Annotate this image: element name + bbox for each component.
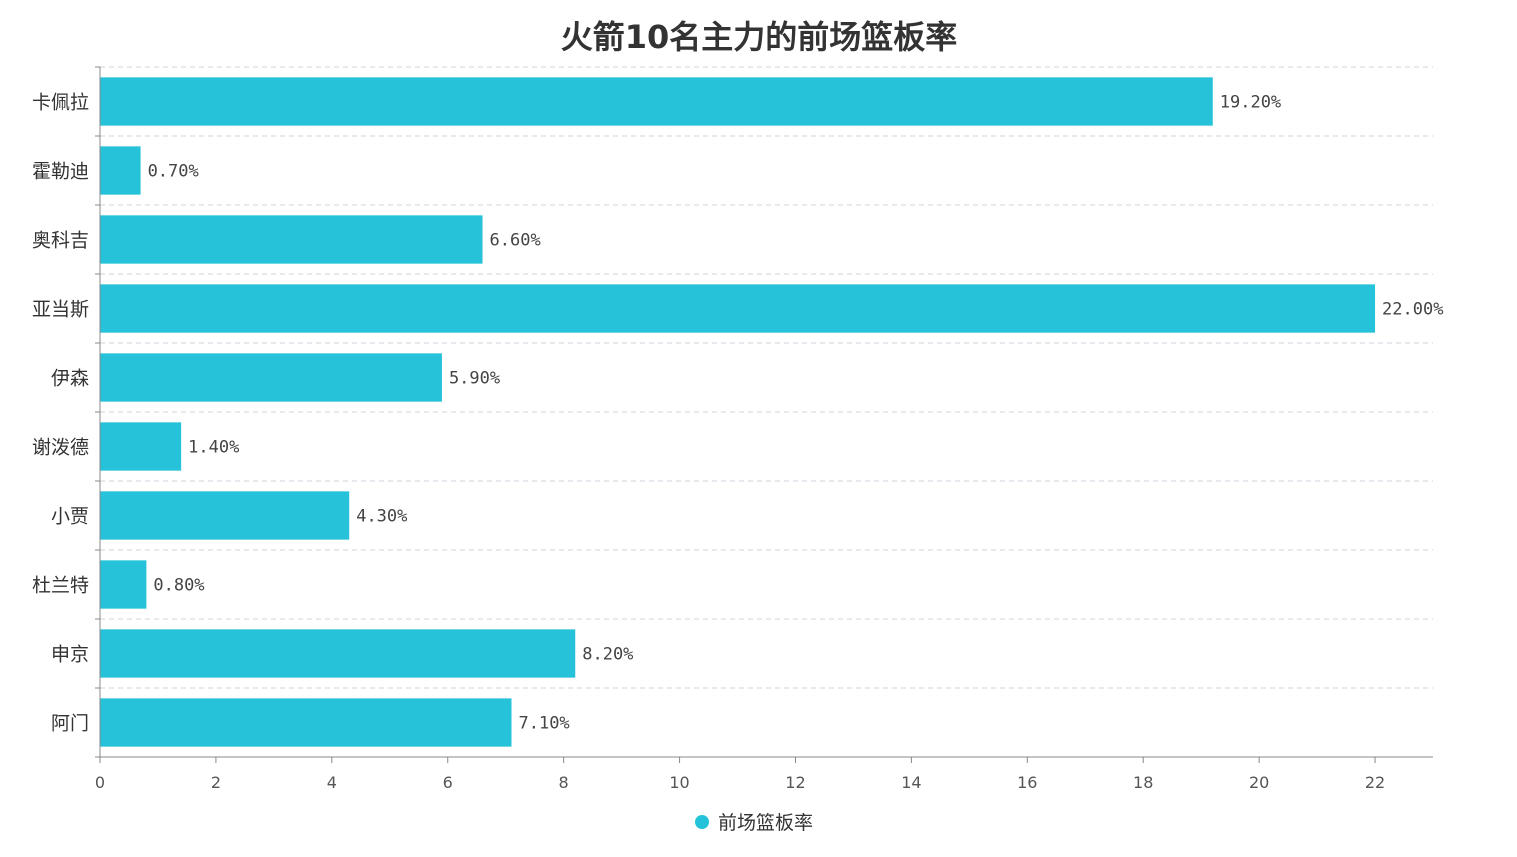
x-tick-label: 2	[211, 773, 221, 792]
category-label: 阿门	[51, 713, 89, 735]
x-tick-label: 18	[1133, 773, 1153, 792]
bar[interactable]	[100, 284, 1376, 333]
category-label: 小贾	[51, 506, 89, 528]
data-label: 5.90%	[449, 369, 500, 389]
data-label: 0.80%	[153, 576, 204, 596]
bar[interactable]	[100, 422, 182, 471]
category-label: 谢泼德	[32, 437, 89, 459]
legend-label: 前场篮板率	[718, 812, 813, 834]
data-label: 8.20%	[582, 645, 633, 665]
bar[interactable]	[100, 560, 147, 609]
x-tick-label: 10	[669, 773, 689, 792]
category-label: 霍勒迪	[32, 161, 89, 183]
data-label: 1.40%	[188, 438, 239, 458]
x-tick-label: 6	[443, 773, 453, 792]
grid-lines	[100, 66, 1433, 758]
x-tick-label: 4	[327, 773, 337, 792]
bar[interactable]	[100, 146, 141, 195]
data-label: 6.60%	[490, 231, 541, 251]
legend-swatch-icon	[695, 815, 709, 829]
category-label: 亚当斯	[32, 299, 89, 321]
chart-title: 火箭10名主力的前场篮板率	[561, 18, 958, 56]
x-tick-label: 0	[95, 773, 105, 792]
category-label: 杜兰特	[32, 575, 89, 597]
bar[interactable]	[100, 629, 576, 678]
data-label: 19.20%	[1220, 93, 1281, 113]
value-labels: 19.20% 0.70% 6.60% 22.00% 5.90% 1.40% 4.30% 0.8…	[148, 93, 1444, 734]
data-label: 7.10%	[518, 714, 569, 734]
category-label: 伊森	[51, 368, 89, 390]
x-tick-label: 14	[901, 773, 921, 792]
bar[interactable]	[100, 698, 512, 747]
x-tick-label: 22	[1365, 773, 1385, 792]
category-label: 奥科吉	[32, 230, 89, 252]
x-axis: 0 2 4 6 8 10 12 14 16 18 20 22	[95, 66, 1433, 792]
data-label: 22.00%	[1382, 300, 1443, 320]
category-label: 申京	[51, 644, 89, 666]
bar[interactable]	[100, 77, 1213, 126]
bar[interactable]	[100, 353, 442, 402]
bar[interactable]	[100, 215, 483, 264]
x-tick-label: 8	[559, 773, 569, 792]
bar[interactable]	[100, 491, 350, 540]
x-tick-label: 20	[1249, 773, 1269, 792]
legend[interactable]: 前场篮板率	[695, 812, 813, 834]
x-tick-label: 12	[785, 773, 805, 792]
bars	[100, 77, 1376, 747]
category-label: 卡佩拉	[32, 92, 89, 114]
data-label: 0.70%	[148, 162, 199, 182]
x-tick-label: 16	[1017, 773, 1037, 792]
data-label: 4.30%	[356, 507, 407, 527]
